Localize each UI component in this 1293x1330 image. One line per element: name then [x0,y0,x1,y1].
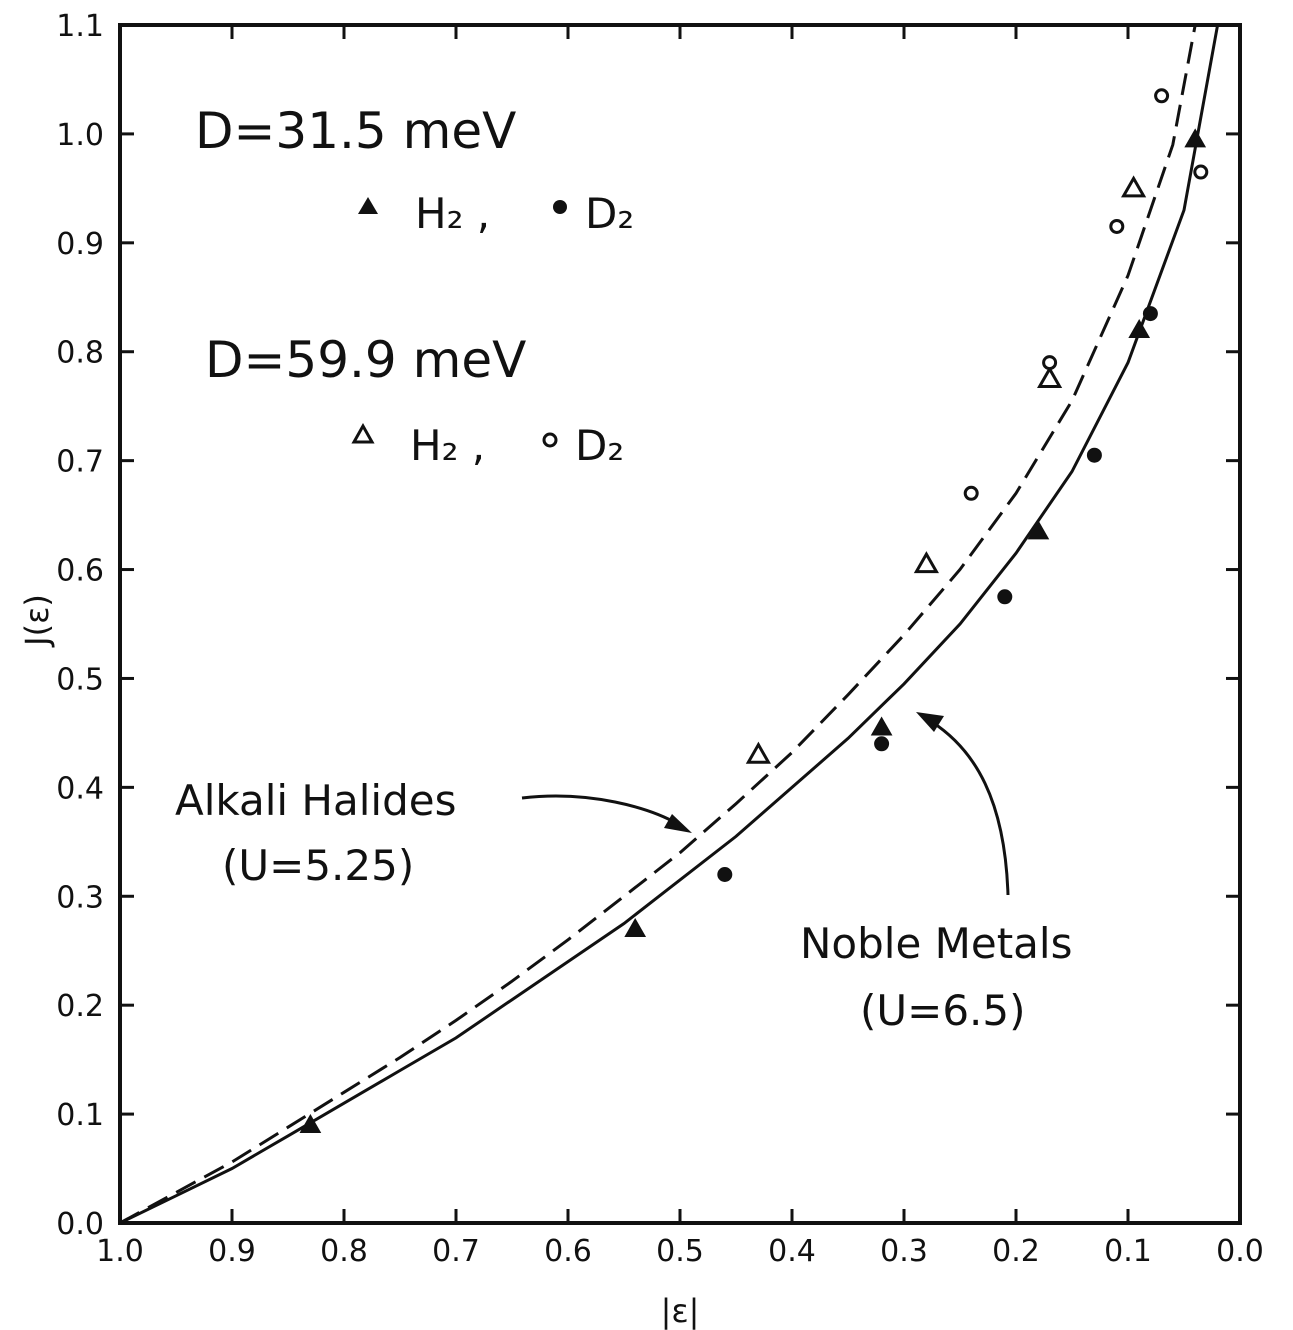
legend-group2-title: D=59.9 meV [205,331,526,389]
curves [119,24,1220,1225]
legend-triangle-filled-marker [358,197,378,214]
legend-group2-d2: D₂ [575,421,624,470]
y-tick-label: 1.0 [56,118,104,153]
circle-filled-point [717,866,733,882]
triangle-open-point [745,741,771,764]
alkali-halides-label: Alkali Halides [175,776,456,825]
alkali-halides-u-value: (U=5.25) [222,841,414,890]
plot-frame [118,23,1242,1225]
triangle-open-point [1037,365,1063,388]
noble-metals-label: Noble Metals [800,919,1072,968]
x-tick-label: 0.5 [656,1234,704,1269]
x-tick-label: 0.1 [1104,1234,1152,1269]
y-tick-label: 0.0 [56,1207,104,1242]
legend: D=31.5 meV H₂ , D₂ D=59.9 meV H₂ , D₂ [195,102,634,470]
circle-filled-point [874,736,890,752]
triangle-filled-point [1128,318,1151,338]
y-axis-label: J(ε) [18,594,56,648]
y-tick-label: 0.8 [56,336,104,371]
triangle-filled-point [299,1113,322,1133]
circle-open-point [1042,355,1058,371]
circle-filled-point [1142,306,1158,322]
triangle-filled-point [1184,128,1207,148]
triangle-filled-point [624,917,647,937]
x-tick-label: 0.7 [432,1234,480,1269]
x-tick-label: 0.4 [768,1234,816,1269]
x-tick-label: 0.8 [320,1234,368,1269]
y-tick-label: 0.4 [56,771,104,806]
y-tick-label: 1.1 [56,9,104,44]
y-tick-label: 0.9 [56,227,104,262]
y-tick-label: 0.6 [56,554,104,589]
legend-group1-d2: D₂ [585,189,634,238]
solid-curve [119,24,1220,1225]
legend-circle-filled-marker [553,200,567,214]
x-tick-label: 0.0 [1216,1234,1264,1269]
circle-open-point [963,485,979,501]
x-tick-label: 0.6 [544,1234,592,1269]
noble-metals-arrow [931,720,1010,896]
circle-filled-point [997,589,1013,605]
circle-open-point [1154,88,1170,104]
legend-group1-h2: H₂ , [415,189,490,238]
legend-circle-open-marker [542,432,558,448]
circle-open-point [1109,218,1125,234]
y-tick-label: 0.7 [56,445,104,480]
triangle-open-point [913,551,939,574]
x-tick-label: 0.2 [992,1234,1040,1269]
alkali-halides-arrowhead [664,814,692,833]
data-markers [299,88,1209,1133]
noble-metals-arrowhead [916,712,944,732]
x-tick-label: 0.3 [880,1234,928,1269]
x-axis-label: |ε| [661,1292,700,1330]
triangle-filled-point [1027,520,1050,540]
legend-group1-title: D=31.5 meV [195,102,516,160]
y-tick-label: 0.5 [56,662,104,697]
circle-filled-point [1086,447,1102,463]
circle-open-point [1193,164,1209,180]
legend-group2-h2: H₂ , [410,421,485,470]
triangle-open-point [1121,175,1147,198]
x-tick-label: 0.9 [208,1234,256,1269]
y-tick-label: 0.2 [56,989,104,1024]
y-tick-label: 0.3 [56,880,104,915]
axis-ticks: 1.0 0.9 0.8 0.7 0.6 0.5 0.4 0.3 0.2 0.1 0.0 0.0 0.1 0… [56,9,1264,1269]
noble-metals-u-value: (U=6.5) [860,986,1026,1035]
legend-triangle-open-marker [351,422,375,444]
annotation-noble-metals: Noble Metals (U=6.5) [800,712,1072,1035]
annotation-alkali-halides: Alkali Halides (U=5.25) [175,776,692,890]
x-tick-label: 1.0 [96,1234,144,1269]
triangle-filled-point [870,716,893,736]
alkali-halides-arrow [521,794,679,826]
dashed-curve [119,24,1197,1225]
y-tick-label: 0.1 [56,1098,104,1133]
